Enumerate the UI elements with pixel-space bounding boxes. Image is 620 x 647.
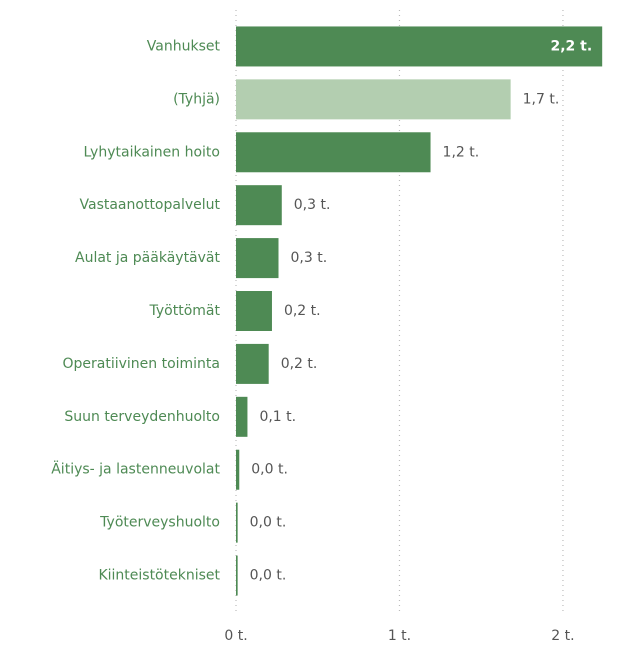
- bar: [236, 449, 240, 490]
- value-label: 2,2 t.: [551, 38, 593, 54]
- category-label: Vanhukset: [147, 38, 221, 54]
- category-label: Työttömät: [149, 303, 221, 319]
- bar: [236, 238, 279, 279]
- category-label: Operatiivinen toiminta: [62, 356, 220, 372]
- bar: [236, 185, 282, 226]
- bar: [236, 343, 269, 384]
- bar: [236, 555, 238, 596]
- bar: [236, 396, 248, 437]
- category-label: (Tyhjä): [173, 91, 220, 107]
- bar: [236, 291, 272, 331]
- category-label: Äitiys- ja lastenneuvolat: [51, 460, 220, 478]
- bar: [236, 132, 431, 173]
- value-label: 0,1 t.: [259, 409, 296, 425]
- value-label: 0,0 t.: [250, 515, 287, 531]
- category-label: Lyhytaikainen hoito: [84, 144, 220, 160]
- category-label: Aulat ja pääkäytävät: [75, 250, 220, 266]
- value-label: 0,3 t.: [291, 250, 328, 266]
- x-tick-label: 0 t.: [224, 628, 247, 644]
- value-label: 0,3 t.: [294, 197, 331, 213]
- bar: [236, 26, 603, 67]
- value-label: 1,7 t.: [523, 91, 560, 107]
- bar: [236, 502, 238, 543]
- category-label: Kiinteistötekniset: [98, 568, 220, 584]
- x-tick-label: 1 t.: [388, 628, 411, 644]
- value-label: 0,2 t.: [281, 356, 318, 372]
- value-label: 0,2 t.: [284, 303, 321, 319]
- value-label: 1,2 t.: [443, 144, 480, 160]
- bar: [236, 79, 511, 120]
- x-tick-label: 2 t.: [551, 628, 574, 644]
- category-label: Vastaanottopalvelut: [80, 197, 221, 213]
- value-label: 0,0 t.: [250, 568, 287, 584]
- category-label: Työterveyshuolto: [99, 515, 220, 531]
- category-label: Suun terveydenhuolto: [64, 409, 220, 425]
- value-label: 0,0 t.: [251, 462, 288, 478]
